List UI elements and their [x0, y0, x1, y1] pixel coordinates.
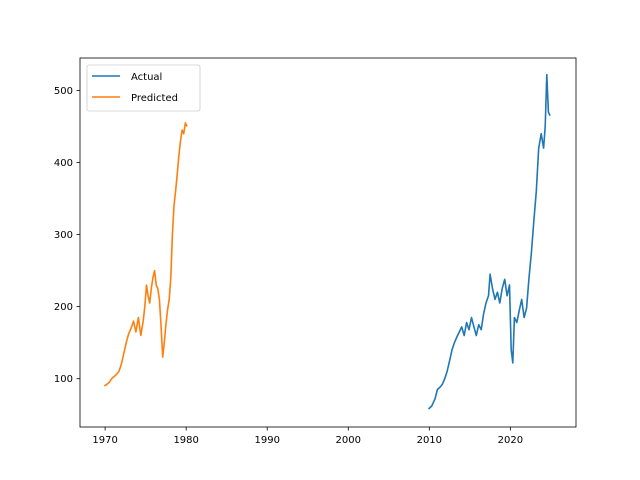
legend-label-actual: Actual [131, 72, 162, 83]
x-tick-label: 2000 [336, 435, 361, 446]
plot-frame [79, 57, 577, 428]
x-tick-label: 1970 [92, 435, 117, 446]
x-tick-label: 2010 [417, 435, 442, 446]
x-tick-label: 1990 [254, 435, 279, 446]
legend-label-predicted: Predicted [131, 93, 178, 104]
y-tick-label: 100 [54, 374, 73, 385]
y-tick-label: 300 [54, 230, 73, 241]
y-tick-label: 200 [54, 302, 73, 313]
x-tick-label: 1980 [173, 435, 198, 446]
series-layer [103, 73, 551, 410]
legend: Actual Predicted [86, 64, 201, 112]
series-line-predicted [103, 122, 188, 387]
y-tick-label: 500 [54, 86, 73, 97]
y-axis: 100 200 300 400 500 [54, 86, 80, 385]
x-tick-label: 2020 [498, 435, 523, 446]
series-line-actual [427, 73, 551, 410]
y-tick-label: 400 [54, 158, 73, 169]
x-axis: 1970 1980 1990 2000 2010 2020 [92, 427, 523, 446]
